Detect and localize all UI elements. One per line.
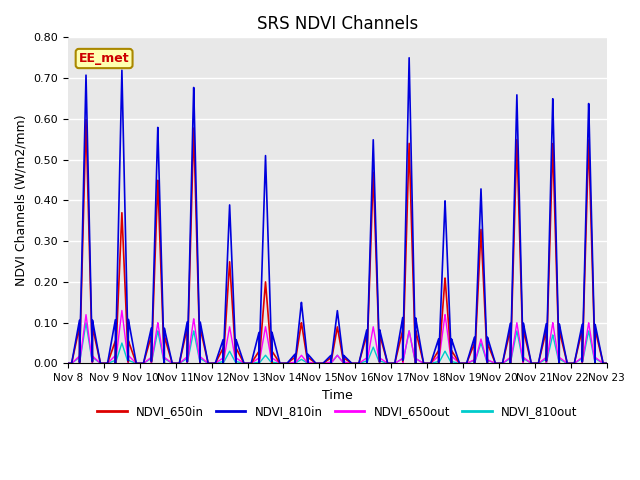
Legend: NDVI_650in, NDVI_810in, NDVI_650out, NDVI_810out: NDVI_650in, NDVI_810in, NDVI_650out, NDV… bbox=[92, 400, 582, 423]
Title: SRS NDVI Channels: SRS NDVI Channels bbox=[257, 15, 418, 33]
Y-axis label: NDVI Channels (W/m2/mm): NDVI Channels (W/m2/mm) bbox=[15, 115, 28, 286]
X-axis label: Time: Time bbox=[322, 389, 353, 402]
Text: EE_met: EE_met bbox=[79, 52, 129, 65]
